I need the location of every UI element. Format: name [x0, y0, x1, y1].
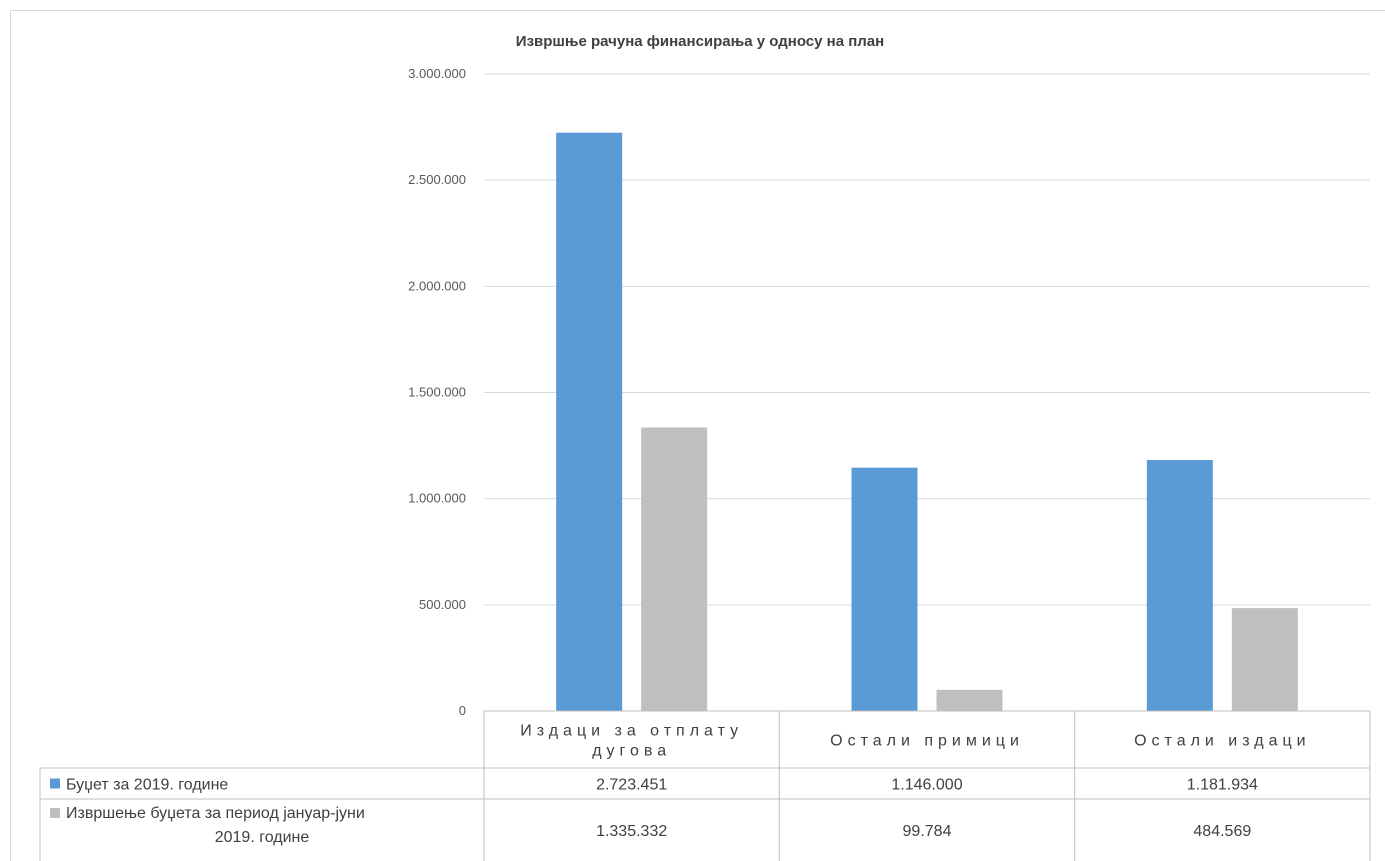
chart-frame: [10, 10, 1385, 861]
y-tick-label: 1.000.000: [408, 491, 466, 506]
y-tick-label: 2.000.000: [408, 278, 466, 293]
bar: [556, 132, 623, 711]
y-tick-label: 2.500.000: [408, 172, 466, 187]
legend-swatch: [50, 808, 60, 818]
y-tick-label: 1.500.000: [408, 385, 466, 400]
data-table-value: 1.146.000: [891, 777, 962, 794]
data-table-value: 484.569: [1193, 823, 1251, 840]
data-table-value: 99.784: [903, 823, 952, 840]
bar: [1146, 460, 1213, 711]
bar: [641, 427, 708, 711]
data-table-value: 2.723.451: [596, 777, 667, 794]
legend-label: 2019. године: [215, 829, 310, 846]
legend-label: Буџет за 2019. године: [66, 777, 228, 794]
data-table-value: 1.181.934: [1187, 777, 1258, 794]
y-tick-label: 3.000.000: [408, 66, 466, 81]
category-label: Издаци за отплату: [520, 723, 743, 740]
legend-swatch: [50, 778, 60, 789]
y-tick-label: 0: [459, 703, 466, 718]
category-label: Остали примици: [830, 733, 1024, 750]
bars: [556, 132, 1298, 711]
bar: [936, 689, 1003, 711]
legend-label: Извршење буџета за период јануар-јуни: [66, 805, 365, 822]
data-table-value: 1.335.332: [596, 823, 667, 840]
gridlines: [484, 73, 1370, 606]
y-tick-label: 500.000: [419, 597, 466, 612]
data-table: Издаци за отплату дугова Остали примици Ост…: [39, 710, 1371, 861]
category-label: Остали издаци: [1134, 733, 1310, 750]
category-label: дугова: [592, 743, 671, 760]
chart-title: Извршње рачуна финансирања у односу на п…: [516, 33, 884, 50]
bar: [1231, 608, 1298, 711]
y-axis-tick-labels: 0 500.000 1.000.000 1.500.000 2.000.000 2.500…: [408, 66, 466, 718]
bar: [851, 467, 918, 711]
